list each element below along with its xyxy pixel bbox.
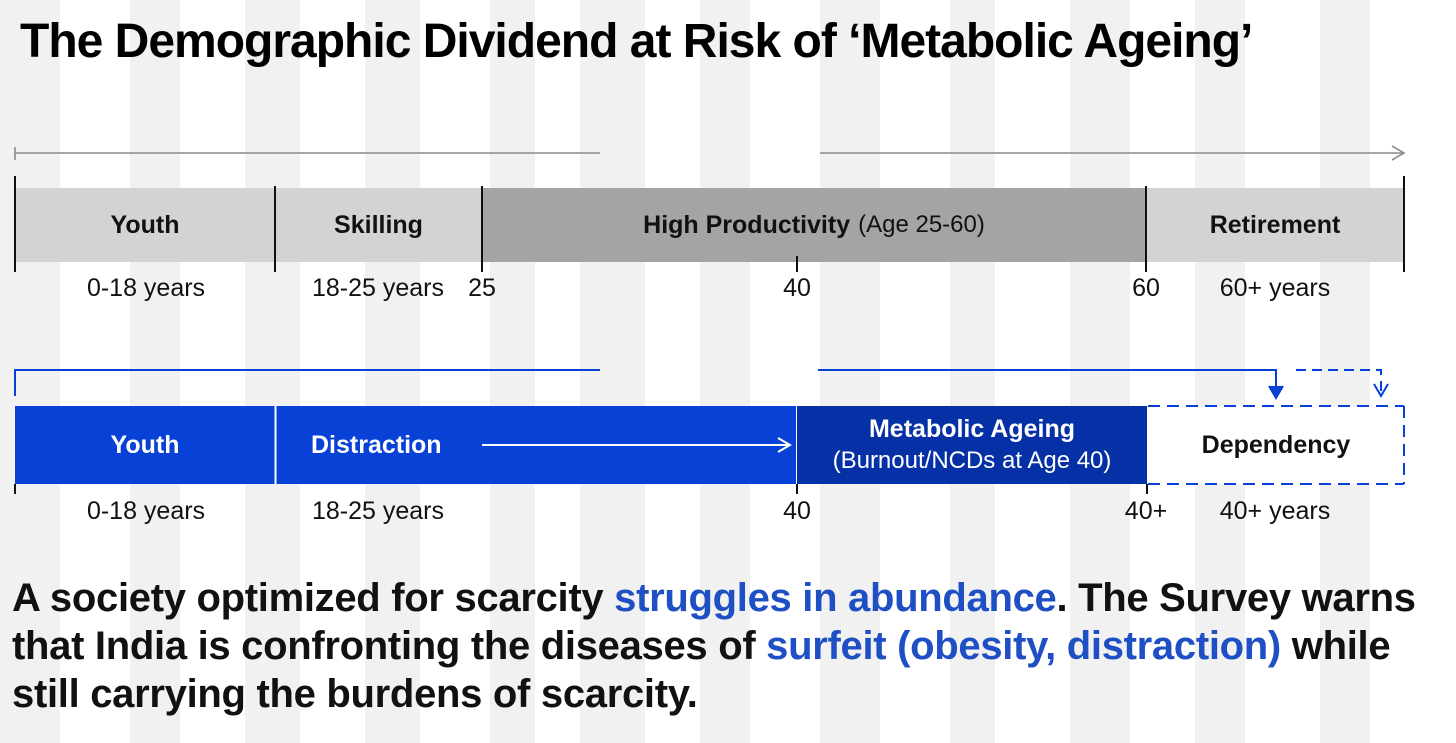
risk-range-label: 18-25 years bbox=[311, 497, 445, 525]
summary-note: A society optimized for scarcity struggl… bbox=[12, 574, 1432, 718]
ideal-segment-retirement: Retirement bbox=[1146, 188, 1404, 262]
segment-label: Metabolic Ageing bbox=[868, 415, 1076, 444]
ideal-range-label: 18-25 years bbox=[311, 274, 445, 302]
risk-tick-label: 40+ bbox=[1124, 497, 1168, 525]
ideal-trajectory-arrow bbox=[14, 145, 1406, 161]
distraction-arrow bbox=[482, 437, 792, 453]
risk-segment-youth: Youth bbox=[15, 406, 275, 484]
segment-label: Retirement bbox=[1209, 210, 1341, 239]
ideal-tick-label: 60 bbox=[1132, 274, 1160, 302]
ideal-tick-label: 25 bbox=[468, 274, 496, 302]
ideal-tick-label: 40 bbox=[783, 274, 811, 302]
note-highlight: struggles in abundance bbox=[614, 576, 1057, 620]
risk-segment-metabolic-ageing: Metabolic Ageing (Burnout/NCDs at Age 40… bbox=[797, 406, 1147, 484]
risk-range-label: 0-18 years bbox=[86, 497, 206, 525]
segment-sublabel: (Burnout/NCDs at Age 40) bbox=[832, 446, 1112, 474]
risk-tick-label: 40 bbox=[783, 497, 811, 525]
dependency-dashed-border bbox=[1148, 405, 1405, 485]
segment-label: High Productivity bbox=[643, 210, 851, 239]
ideal-segment-youth: Youth bbox=[15, 188, 275, 262]
note-highlight: surfeit (obesity, distraction) bbox=[766, 624, 1281, 668]
risk-bar-dividers bbox=[14, 406, 1148, 494]
risk-range-label: 40+ years bbox=[1219, 497, 1331, 525]
ideal-segment-high-productivity: High Productivity (Age 25-60) bbox=[482, 188, 1146, 262]
page-title: The Demographic Dividend at Risk of ‘Met… bbox=[20, 15, 1253, 68]
risk-segment-dependency: Dependency bbox=[1148, 406, 1404, 484]
segment-label: Skilling bbox=[334, 210, 423, 239]
ideal-range-label: 60+ years bbox=[1219, 274, 1331, 302]
note-text: A society optimized for scarcity bbox=[12, 576, 615, 620]
risk-trajectory-arrow bbox=[14, 369, 1389, 400]
segment-label: Distraction bbox=[311, 430, 442, 459]
segment-sublabel: (Age 25-60) bbox=[858, 211, 985, 238]
segment-label: Youth bbox=[110, 430, 180, 459]
ideal-segment-skilling: Skilling bbox=[275, 188, 482, 262]
note-text: . The Survey warns that India is confron… bbox=[12, 576, 1416, 668]
ideal-range-label: 0-18 years bbox=[86, 274, 206, 302]
note-text: while still carrying the burdens of scar… bbox=[12, 624, 1391, 716]
segment-label: Youth bbox=[110, 210, 180, 239]
ideal-bar-dividers bbox=[14, 176, 1405, 272]
segment-label: Dependency bbox=[1201, 430, 1351, 459]
